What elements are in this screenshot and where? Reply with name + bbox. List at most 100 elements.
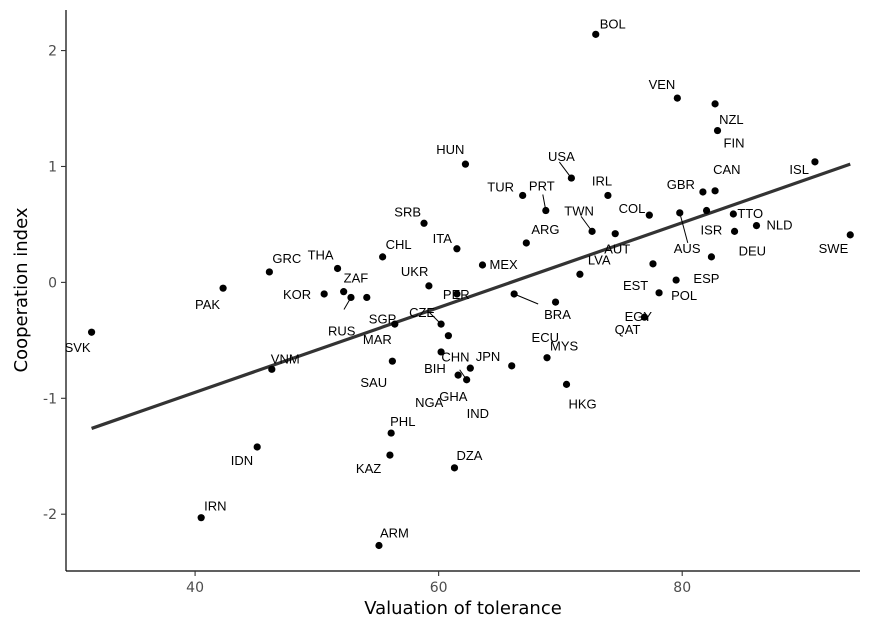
point-label: PER (443, 287, 470, 302)
data-point (198, 514, 205, 521)
point-label: ISR (701, 223, 723, 238)
data-point (88, 329, 95, 336)
data-point (649, 260, 656, 267)
point-label: HUN (436, 142, 464, 157)
plot-area: 40 60 80 -2 -1 0 1 2 BOL VEN NZL FIN ISL HUN USA CAN G… (43, 10, 860, 596)
data-point (592, 31, 599, 38)
data-point (604, 192, 611, 199)
data-point (453, 245, 460, 252)
point-label: QAT (615, 322, 641, 337)
point-label: DZA (456, 448, 482, 463)
point-label: IND (467, 406, 489, 421)
data-point (714, 127, 721, 134)
data-point (708, 253, 715, 260)
data-point (334, 265, 341, 272)
point-label: IRN (204, 499, 226, 514)
point-label: TWN (564, 203, 594, 218)
data-point (266, 268, 273, 275)
data-point (543, 354, 550, 361)
point-label: TUR (487, 179, 514, 194)
data-point (219, 285, 226, 292)
point-label: PHL (390, 414, 415, 429)
point-label: COL (619, 201, 646, 216)
data-point (254, 443, 261, 450)
point-label: CZE (409, 305, 435, 320)
point-label: TTO (737, 206, 763, 221)
data-point (552, 298, 559, 305)
data-point (753, 222, 760, 229)
point-label: ZAF (344, 271, 369, 286)
point-label: CAN (713, 162, 740, 177)
x-axis-ticks: 40 60 80 (186, 571, 691, 596)
point-label: BRA (544, 307, 571, 322)
label-leader-line (514, 294, 538, 304)
point-label: VNM (271, 351, 300, 366)
point-label: MAR (363, 332, 392, 347)
data-point (462, 161, 469, 168)
point-label: LVA (588, 252, 611, 267)
data-point (674, 94, 681, 101)
point-label: BOL (600, 16, 626, 31)
data-point (676, 209, 683, 216)
point-label: AUS (674, 241, 701, 256)
point-label: KAZ (356, 461, 381, 476)
data-point (388, 429, 395, 436)
point-label: SGP (369, 311, 396, 326)
point-label: IDN (231, 453, 253, 468)
point-label: IRL (592, 173, 612, 188)
y-axis-ticks: -2 -1 0 1 2 (43, 44, 66, 524)
point-label: NLD (766, 218, 792, 233)
data-point (811, 158, 818, 165)
point-label: USA (548, 149, 575, 164)
data-point (455, 372, 462, 379)
data-point (511, 290, 518, 297)
point-label: ARG (531, 222, 559, 237)
point-label: ITA (433, 231, 453, 246)
data-point (646, 212, 653, 219)
data-point (563, 381, 570, 388)
y-tick-label: 1 (48, 159, 57, 175)
data-point (703, 207, 710, 214)
data-point (730, 210, 737, 217)
y-axis-title: Cooperation index (11, 207, 32, 372)
data-point (588, 228, 595, 235)
x-axis-title: Valuation of tolerance (364, 598, 562, 619)
point-label: ESP (693, 271, 719, 286)
point-label: ISL (789, 162, 809, 177)
data-point (445, 332, 452, 339)
data-point (576, 271, 583, 278)
x-tick-label: 40 (186, 580, 204, 596)
point-label: MYS (550, 339, 579, 354)
data-point (568, 174, 575, 181)
point-label: GBR (667, 177, 695, 192)
point-label: ARM (380, 526, 409, 541)
point-label: VEN (649, 77, 676, 92)
data-point (508, 362, 515, 369)
data-point (437, 321, 444, 328)
point-label: SVK (65, 340, 91, 355)
data-point (655, 289, 662, 296)
data-point (523, 239, 530, 246)
data-point (463, 376, 470, 383)
point-label: PAK (195, 297, 220, 312)
point-label: GHA (439, 389, 468, 404)
data-point (673, 276, 680, 283)
point-label: HKG (569, 396, 597, 411)
data-point (363, 294, 370, 301)
y-tick-label: -1 (43, 391, 57, 407)
point-labels: BOL VEN NZL FIN ISL HUN USA CAN GBR IRL TUR PRT TTO A… (65, 16, 849, 540)
data-point (425, 282, 432, 289)
point-label: POL (671, 288, 697, 303)
point-label: PRT (529, 179, 555, 194)
point-label: SAU (360, 375, 387, 390)
point-label: KOR (283, 287, 311, 302)
point-label: CHL (386, 237, 412, 252)
data-point (519, 192, 526, 199)
data-point (386, 451, 393, 458)
point-label: GRC (272, 251, 301, 266)
y-tick-label: 2 (48, 44, 57, 60)
data-point (711, 100, 718, 107)
data-point (379, 253, 386, 260)
point-label: JPN (476, 349, 501, 364)
